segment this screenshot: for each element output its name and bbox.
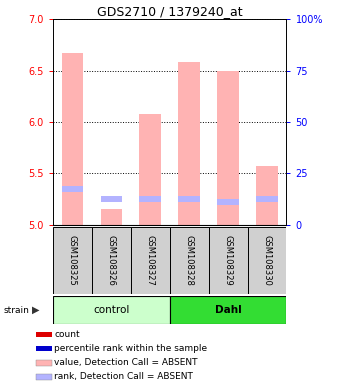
Bar [139,114,161,225]
Bar [139,196,161,202]
Bar [36,332,52,338]
Text: GSM108330: GSM108330 [263,235,271,286]
Bar [170,227,209,294]
Text: rank, Detection Call = ABSENT: rank, Detection Call = ABSENT [55,372,193,381]
Text: GSM108326: GSM108326 [107,235,116,286]
Bar [36,346,52,351]
Text: ▶: ▶ [32,305,40,315]
Bar [248,227,286,294]
Bar [53,296,170,324]
Bar [53,227,92,294]
Text: GSM108328: GSM108328 [184,235,194,286]
Text: GSM108325: GSM108325 [68,235,77,286]
Bar [101,209,122,225]
Text: control: control [93,305,130,315]
Title: GDS2710 / 1379240_at: GDS2710 / 1379240_at [97,5,242,18]
Bar [170,296,286,324]
Bar [62,53,83,225]
Text: GSM108327: GSM108327 [146,235,155,286]
Bar [217,199,239,205]
Bar [178,196,200,202]
Bar [36,374,52,380]
Text: percentile rank within the sample: percentile rank within the sample [55,344,208,353]
Text: strain: strain [3,306,29,314]
Bar [256,196,278,202]
Bar [101,196,122,202]
Bar [131,227,170,294]
Bar [256,166,278,225]
Text: Dahl: Dahl [215,305,241,315]
Text: count: count [55,330,80,339]
Bar [178,62,200,225]
Bar [62,186,83,192]
Text: value, Detection Call = ABSENT: value, Detection Call = ABSENT [55,358,198,367]
Bar [36,360,52,366]
Text: GSM108329: GSM108329 [224,235,233,286]
Bar [217,71,239,225]
Bar [92,227,131,294]
Bar [209,227,248,294]
